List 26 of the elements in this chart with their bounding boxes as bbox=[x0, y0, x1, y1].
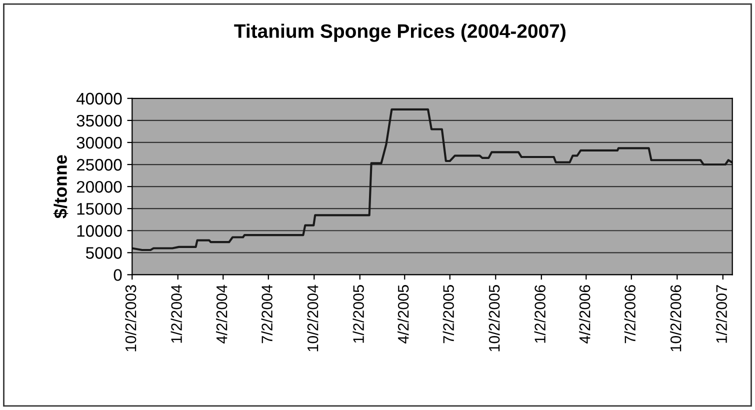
y-axis-title: $/tonne bbox=[53, 155, 68, 218]
y-tick-label: 0 bbox=[114, 269, 122, 281]
x-tick-label: 1/2/2004 bbox=[170, 284, 182, 343]
y-tick-label: 15000 bbox=[77, 202, 122, 215]
y-tick-label: 35000 bbox=[76, 114, 122, 127]
x-tick-label: 1/2/2005 bbox=[352, 285, 364, 343]
y-tick-label: 40000 bbox=[76, 92, 122, 105]
y-tick-label: 20000 bbox=[76, 180, 122, 193]
x-tick-label: 10/2/2006 bbox=[670, 285, 682, 352]
x-tick-label: 7/2/2006 bbox=[624, 285, 636, 344]
x-tick-label: 7/2/2004 bbox=[261, 284, 272, 344]
x-tick-label: 10/2/2005 bbox=[488, 285, 500, 352]
y-tick-label: 25000 bbox=[76, 158, 122, 171]
y-tick-label: 30000 bbox=[76, 136, 122, 149]
x-tick-label: 10/2/2004 bbox=[307, 284, 318, 352]
y-tick-label: 10000 bbox=[77, 225, 122, 237]
x-tick-label: 4/2/2005 bbox=[398, 285, 409, 344]
y-tick-label: 5000 bbox=[86, 247, 122, 259]
x-tick-label: 4/2/2006 bbox=[579, 285, 590, 344]
x-tick-label: 10/2/2003 bbox=[125, 285, 136, 352]
x-tick-label: 1/2/2006 bbox=[534, 285, 546, 343]
x-tick-label: 4/2/2004 bbox=[216, 284, 228, 344]
line-series bbox=[132, 108, 732, 252]
x-tick-label: 1/2/2007 bbox=[716, 285, 728, 343]
x-tick-label: 7/2/2005 bbox=[442, 285, 454, 344]
chart-title: Titanium Sponge Prices (2004-2007) bbox=[234, 24, 566, 42]
